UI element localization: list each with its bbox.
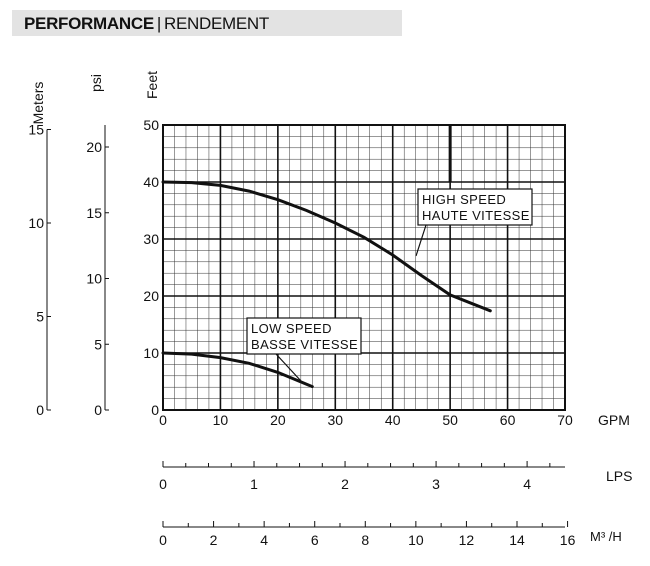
m3h-tick-label: 10 bbox=[408, 532, 424, 548]
lps-tick-label: 1 bbox=[250, 476, 258, 492]
m3h-tick-label: 16 bbox=[560, 532, 576, 548]
m3h-tick-label: 2 bbox=[210, 532, 218, 548]
low-speed-curve bbox=[161, 351, 314, 389]
feet-tick-label: 10 bbox=[143, 345, 159, 361]
gpm-tick-label: 10 bbox=[213, 412, 229, 428]
meters-tick-label: 5 bbox=[36, 308, 44, 324]
m3h-tick-label: 0 bbox=[159, 532, 167, 548]
m3h-axis-title: M³ /H bbox=[590, 529, 622, 544]
low-speed-label-box bbox=[246, 317, 362, 355]
gpm-tick-label: 40 bbox=[385, 412, 401, 428]
gpm-tick-label: 50 bbox=[442, 412, 458, 428]
grid-minor bbox=[162, 124, 566, 411]
m3h-tick-label: 6 bbox=[311, 532, 319, 548]
gpm-axis-title: GPM bbox=[598, 412, 630, 428]
grid-major bbox=[162, 124, 566, 411]
meters-axis-title: Meters bbox=[30, 82, 46, 125]
psi-tick-label: 15 bbox=[86, 205, 102, 221]
psi-tick-label: 0 bbox=[94, 402, 102, 418]
psi-tick-label: 20 bbox=[86, 139, 102, 155]
lps-tick-label: 0 bbox=[159, 476, 167, 492]
feet-tick-label: 0 bbox=[151, 402, 159, 418]
high-speed-curve bbox=[161, 180, 492, 313]
gpm-tick-label: 60 bbox=[500, 412, 516, 428]
header-bar bbox=[12, 10, 402, 36]
low-speed-label-leader bbox=[275, 353, 302, 382]
m3h-tick-label: 12 bbox=[459, 532, 475, 548]
meters-tick-label: 10 bbox=[28, 215, 44, 231]
high-speed-label-leader bbox=[415, 224, 427, 257]
gpm-tick-label: 0 bbox=[159, 412, 167, 428]
gpm-tick-label: 70 bbox=[557, 412, 573, 428]
lps-tick-label: 2 bbox=[341, 476, 349, 492]
header-title: PERFORMANCE | RENDEMENT bbox=[24, 14, 269, 34]
meters-tick-label: 0 bbox=[36, 402, 44, 418]
high-speed-label-text: HIGH SPEED bbox=[422, 192, 506, 207]
m3h-tick-label: 8 bbox=[361, 532, 369, 548]
header-title-secondary: RENDEMENT bbox=[164, 14, 269, 33]
lps-tick-label: 4 bbox=[523, 476, 531, 492]
psi-tick-label: 5 bbox=[94, 336, 102, 352]
psi-axis-title: psi bbox=[88, 74, 104, 92]
plot-frame bbox=[162, 124, 566, 411]
psi-tick-label: 10 bbox=[86, 271, 102, 287]
low-speed-label-text: BASSE VITESSE bbox=[251, 337, 358, 352]
high-speed-label-box bbox=[417, 188, 533, 226]
low-speed-label-text: LOW SPEED bbox=[251, 321, 332, 336]
m3h-tick-label: 4 bbox=[260, 532, 268, 548]
lps-tick-label: 3 bbox=[432, 476, 440, 492]
feet-tick-label: 20 bbox=[143, 288, 159, 304]
gpm-tick-label: 30 bbox=[327, 412, 343, 428]
meters-tick-label: 15 bbox=[28, 121, 44, 137]
feet-tick-label: 40 bbox=[143, 174, 159, 190]
high-speed-label-text: HAUTE VITESSE bbox=[422, 208, 530, 223]
m3h-tick-label: 14 bbox=[509, 532, 525, 548]
feet-tick-label: 30 bbox=[143, 231, 159, 247]
feet-tick-label: 50 bbox=[143, 117, 159, 133]
header-title-primary: PERFORMANCE bbox=[24, 14, 154, 33]
feet-axis-title: Feet bbox=[144, 71, 160, 99]
lps-axis-title: LPS bbox=[606, 468, 632, 484]
gpm-tick-label: 20 bbox=[270, 412, 286, 428]
header-separator: | bbox=[156, 14, 161, 33]
